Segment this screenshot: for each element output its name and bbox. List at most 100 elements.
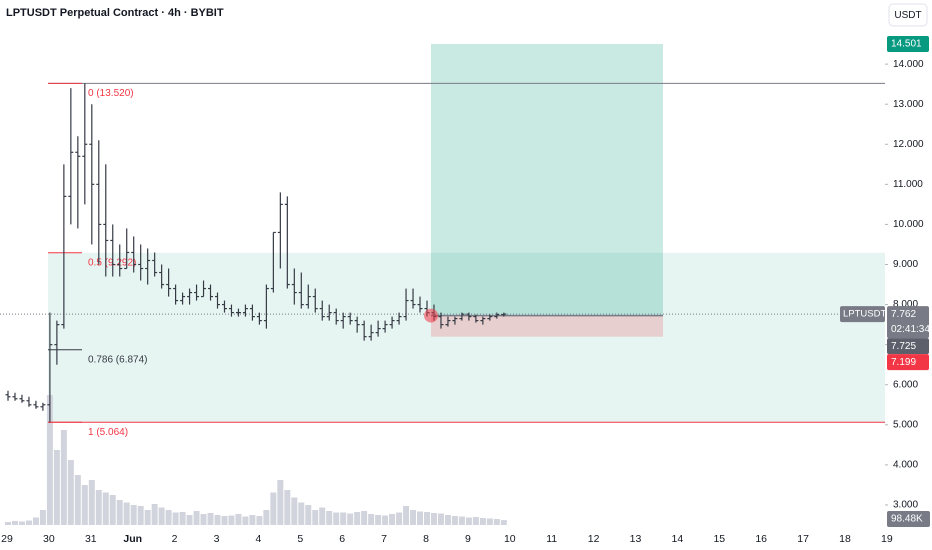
currency-label[interactable]: USDT xyxy=(894,10,921,21)
x-tick-label: 5 xyxy=(297,533,303,545)
volume-bar xyxy=(458,516,465,525)
volume-bar xyxy=(479,518,486,525)
x-tick-label: 30 xyxy=(43,533,55,545)
volume-bar xyxy=(410,510,417,525)
volume-bar xyxy=(18,521,25,525)
volume-bar xyxy=(60,430,67,525)
volume-bar xyxy=(298,502,305,525)
volume-bar xyxy=(451,516,458,525)
volume-bar xyxy=(109,495,116,525)
x-tick-label: 31 xyxy=(85,533,97,545)
last-price-label: 7.762 xyxy=(891,309,916,320)
currency-button[interactable] xyxy=(888,3,928,27)
volume-bar xyxy=(158,507,165,525)
volume-bar xyxy=(242,516,249,525)
volume-bar xyxy=(228,515,235,525)
volume-bar xyxy=(417,511,423,525)
volume-bar xyxy=(193,511,200,525)
y-tick-label: 6.000 xyxy=(893,379,918,390)
target-price-label: 14.501 xyxy=(891,39,922,50)
volume-bar xyxy=(67,460,74,525)
volume-bar xyxy=(389,514,396,525)
volume-bar xyxy=(284,490,291,525)
volume-bar xyxy=(277,480,284,525)
x-tick-label: 4 xyxy=(255,533,261,545)
volume-bar xyxy=(305,505,312,525)
volume-bar xyxy=(291,497,298,525)
x-tick-label: 12 xyxy=(588,533,600,545)
volume-label-box xyxy=(887,511,930,527)
volume-bar xyxy=(95,490,102,525)
volume-bar xyxy=(130,505,137,525)
x-tick-label: 16 xyxy=(755,533,767,545)
target-price-label-box xyxy=(887,36,929,53)
volume-bar xyxy=(123,502,130,525)
x-tick-label: 11 xyxy=(546,533,557,545)
plot-area: 0 (13.520)0.5 (9.292)0.786 (6.874)1 (5.0… xyxy=(0,44,894,525)
volume-bar xyxy=(472,517,479,525)
stop-price-label-box xyxy=(887,354,929,371)
x-tick-label: 18 xyxy=(839,533,851,545)
volume-bar xyxy=(437,513,444,525)
volume-bar xyxy=(144,510,151,525)
countdown-label: 02:41:34 xyxy=(891,324,930,335)
volume-bar xyxy=(493,519,500,525)
y-tick-label: 14.000 xyxy=(893,59,924,70)
target-zone xyxy=(431,44,663,316)
x-tick-label: 29 xyxy=(1,533,13,545)
x-tick-label: 9 xyxy=(465,533,471,545)
volume-bar xyxy=(214,515,221,525)
volume-bar xyxy=(179,512,186,525)
x-tick-label: 15 xyxy=(713,533,725,545)
volume-bar xyxy=(256,516,263,525)
fib-band xyxy=(48,252,885,423)
entry-price-label: 7.725 xyxy=(891,341,916,352)
fib-level-label: 1 (5.064) xyxy=(88,427,128,438)
volume-bar xyxy=(375,515,382,525)
volume-bar xyxy=(207,513,214,525)
entry-price-label-box xyxy=(887,338,929,355)
stop-price-label: 7.199 xyxy=(891,357,916,368)
y-tick-label: 11.000 xyxy=(893,179,923,190)
y-tick-label: 13.000 xyxy=(893,99,924,110)
volume-bar xyxy=(235,514,242,525)
last-price-box xyxy=(887,306,929,339)
volume-bar xyxy=(5,522,11,525)
y-tick-label: 9.000 xyxy=(893,259,918,270)
volume-bar xyxy=(500,520,507,525)
volume-bar xyxy=(312,510,319,525)
volume-bar xyxy=(53,450,60,525)
volume-bar xyxy=(424,512,430,525)
symbol-label-box xyxy=(840,306,885,323)
volume-bar xyxy=(11,521,18,525)
y-tick-label: 4.000 xyxy=(893,460,918,471)
volume-bar xyxy=(354,512,361,525)
volume-label: 98.48K xyxy=(891,514,923,525)
x-tick-label: Jun xyxy=(123,533,142,545)
volume-bar xyxy=(46,395,53,525)
volume-bar xyxy=(102,492,109,525)
volume-bar xyxy=(186,515,193,525)
y-tick-label: 12.000 xyxy=(893,139,924,150)
volume-bar xyxy=(319,507,326,525)
fib-level-label: 0 (13.520) xyxy=(88,88,134,99)
volume-bar xyxy=(396,512,403,525)
price-axis: 14.000 13.000 12.000 11.000 10.000 9.000 8.000… xyxy=(885,36,930,527)
volume-bar xyxy=(200,514,207,525)
y-tick-label: 3.000 xyxy=(893,500,918,511)
volume-bar xyxy=(333,512,340,525)
volume-bar xyxy=(74,475,81,525)
symbol-label: LPTUSDT.P xyxy=(843,309,894,320)
entry-marker xyxy=(424,308,438,323)
volume-bar xyxy=(270,492,277,525)
volume-bar xyxy=(403,506,410,525)
chart-title: LPTUSDT Perpetual Contract · 4h · BYBIT xyxy=(6,7,224,19)
volume-bar xyxy=(340,512,347,525)
volume-bar xyxy=(430,513,437,525)
stop-zone xyxy=(431,315,663,337)
x-tick-label: 2 xyxy=(172,533,178,545)
y-tick-label: 10.000 xyxy=(893,219,924,230)
volume-bar xyxy=(263,510,270,525)
volume-bar xyxy=(486,518,493,525)
